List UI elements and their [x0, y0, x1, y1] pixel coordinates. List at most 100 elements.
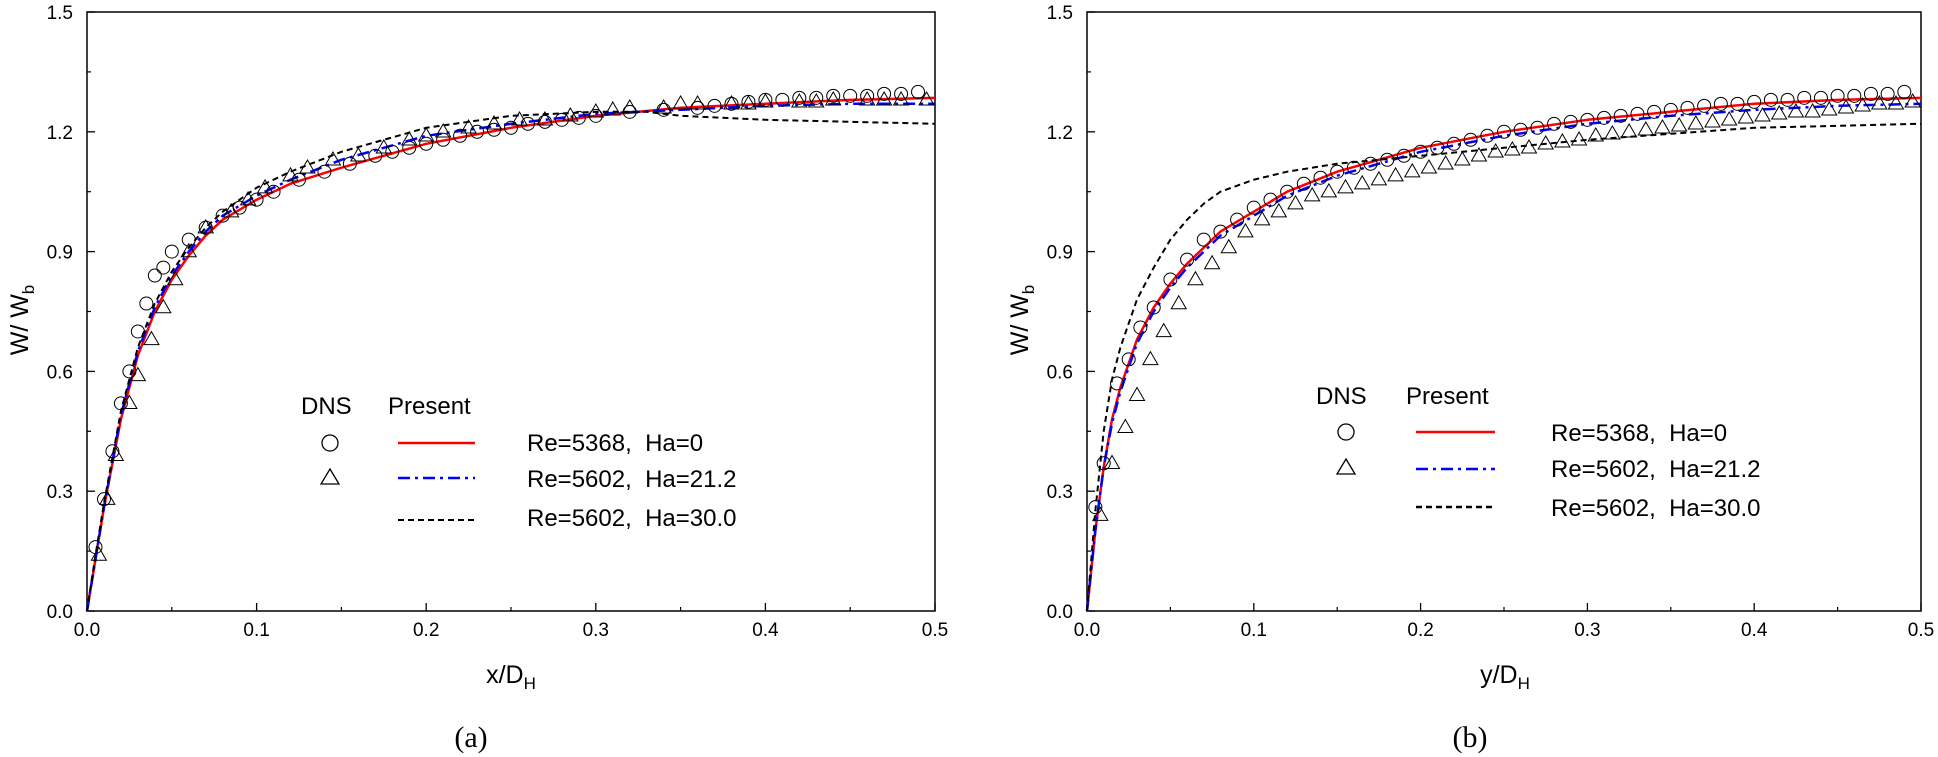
legend-b: DNS Present Re=5368, Ha=0 Re=5602, Ha=21…: [1316, 383, 1761, 522]
x-tick-label-b-4: 0.4: [1741, 620, 1768, 641]
dns-circle-point-b-15: [1313, 170, 1328, 185]
dns-triangle-point-b-8: [1203, 254, 1221, 270]
dns-circle-point-b-0: [1088, 500, 1103, 515]
series-line-b-0: [1085, 96, 1922, 612]
x-tick-label-b-2: 0.2: [1407, 620, 1433, 641]
legend-label-2-a: Re=5602, Ha=21.2: [527, 466, 737, 493]
dns-circle-point-b-39: [1713, 96, 1728, 111]
dns-circle-point-a-20: [385, 144, 400, 159]
dns-circle-point-b-29: [1547, 116, 1562, 131]
dns-circle-point-a-19: [368, 148, 383, 163]
caption-b: (b): [1453, 721, 1488, 754]
dns-triangle-point-a-10: [222, 202, 240, 218]
dns-circle-point-b-3: [1121, 352, 1136, 367]
dns-triangle-point-b-40: [1737, 109, 1755, 124]
x-tick-label-a-3: 0.3: [583, 620, 609, 641]
dns-triangle-point-b-29: [1554, 132, 1571, 148]
dns-triangle-point-a-7: [166, 270, 184, 286]
dns-triangle-point-b-30: [1570, 130, 1588, 146]
x-axis-label-a: x/DH: [486, 661, 536, 693]
dns-circle-point-b-43: [1780, 92, 1795, 107]
dns-circle-point-b-38: [1697, 98, 1712, 113]
dns-circle-point-b-2: [1110, 376, 1125, 391]
y-tick-label-b-3: 0.9: [1047, 243, 1073, 264]
dns-circle-point-b-41: [1747, 94, 1762, 109]
dns-circle-point-a-29: [537, 114, 552, 129]
y-tick-label-b-1: 0.3: [1047, 482, 1073, 503]
dns-triangle-point-b-10: [1237, 222, 1254, 238]
dns-circle-point-b-30: [1563, 114, 1578, 129]
dns-triangle-point-a-23: [511, 111, 528, 126]
dns-triangle-point-b-42: [1770, 105, 1788, 120]
dns-circle-point-a-36: [707, 98, 722, 113]
dns-triangle-point-b-16: [1337, 178, 1354, 194]
dns-triangle-point-a-26: [587, 103, 605, 118]
dns-triangle-point-a-38: [858, 91, 876, 106]
dns-triangle-point-b-44: [1804, 103, 1821, 118]
dns-circle-point-a-31: [571, 110, 586, 125]
y-axis-label-a: W/ Wb: [6, 285, 38, 356]
dns-triangle-point-b-33: [1620, 122, 1638, 138]
x-tick-label-a-0: 0.0: [74, 620, 100, 641]
dns-circle-point-a-5: [130, 324, 145, 339]
dns-triangle-point-b-17: [1353, 174, 1371, 190]
dns-triangle-point-b-41: [1754, 107, 1771, 122]
dns-circle-point-b-7: [1180, 252, 1195, 267]
dns-triangle-point-b-35: [1654, 119, 1671, 134]
dns-circle-point-b-5: [1146, 300, 1161, 315]
dns-circle-point-a-21: [402, 140, 417, 155]
dns-circle-point-a-1: [96, 492, 111, 507]
dns-triangle-point-a-27: [604, 101, 622, 116]
y-tick-label-a-2: 0.6: [47, 362, 73, 383]
dns-triangle-point-a-2: [107, 446, 125, 461]
dns-triangle-point-b-34: [1637, 121, 1655, 136]
y-tick-label-b-4: 1.2: [1047, 123, 1073, 144]
dns-circle-point-b-26: [1497, 124, 1511, 139]
series-line-b-2: [1086, 122, 1922, 612]
dns-triangle-point-b-4: [1142, 350, 1159, 366]
dns-circle-point-b-48: [1863, 86, 1878, 101]
x-tick-label-b-5: 0.5: [1908, 620, 1934, 641]
dns-triangle-point-a-13: [282, 166, 299, 182]
dns-circle-point-a-34: [656, 102, 671, 117]
dns-circle-point-b-28: [1530, 120, 1545, 135]
dns-triangle-point-a-1: [98, 490, 116, 505]
dns-circle-point-a-7: [147, 268, 162, 283]
dns-circle-point-a-37: [724, 96, 739, 111]
dns-triangle-point-a-17: [375, 138, 393, 154]
dns-circle-point-b-17: [1346, 160, 1361, 175]
dns-triangle-point-b-38: [1704, 113, 1721, 128]
y-tick-label-b-0: 0.0: [1047, 602, 1073, 623]
dns-triangle-point-a-5: [143, 330, 160, 346]
dns-circle-point-b-13: [1280, 184, 1295, 199]
dns-triangle-point-b-26: [1503, 140, 1521, 156]
dns-triangle-point-a-14: [299, 158, 316, 174]
dns-triangle-point-a-19: [417, 126, 435, 142]
dns-circle-point-a-26: [487, 122, 502, 137]
dns-triangle-point-a-40: [892, 91, 910, 106]
dns-triangle-point-b-45: [1820, 101, 1838, 116]
legend-present-header-b: Present: [1406, 383, 1489, 410]
dns-triangle-point-b-2: [1116, 418, 1134, 434]
dns-circle-point-a-43: [826, 88, 841, 103]
legend-triangle-marker-b: [1335, 457, 1357, 475]
dns-circle-point-b-40: [1730, 96, 1745, 111]
dns-circle-point-b-11: [1246, 200, 1261, 215]
dns-circle-point-a-45: [860, 88, 875, 103]
dns-triangle-point-a-35: [790, 93, 808, 108]
dns-triangle-point-b-1: [1103, 454, 1121, 469]
dns-triangle-point-a-16: [349, 146, 367, 162]
dns-triangle-point-a-28: [621, 99, 639, 114]
dns-triangle-point-b-23: [1453, 150, 1471, 166]
dns-circle-point-a-27: [504, 120, 518, 135]
dns-circle-point-a-25: [470, 124, 485, 139]
dns-triangle-point-a-4: [129, 366, 147, 382]
dns-triangle-point-b-9: [1220, 238, 1238, 254]
dns-triangle-point-a-8: [180, 242, 198, 258]
panel-b: 0.0 0.1 0.2 0.3 0.4 0.5 0.0 0.3 0.6 0.9 1.2 1.5 W/ …: [1006, 3, 1934, 754]
dns-triangle-point-a-33: [740, 95, 757, 110]
dns-circle-point-a-17: [317, 164, 332, 179]
dns-triangle-point-a-39: [875, 91, 893, 106]
panel-a: 0.0 0.1 0.2 0.3 0.4 0.5 0.0 0.3 0.6 0.9 1.2 1.5 W/ …: [6, 3, 948, 754]
dns-triangle-point-b-46: [1837, 99, 1855, 114]
